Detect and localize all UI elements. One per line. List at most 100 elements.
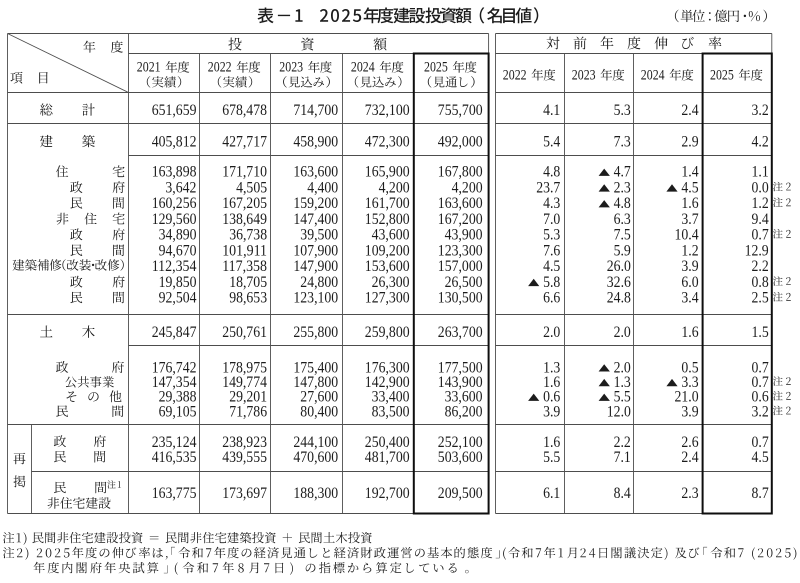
svg-text:651,659: 651,659 [152, 102, 197, 119]
svg-text:160,256: 160,256 [152, 195, 197, 212]
svg-text:2022: 2022 [208, 60, 232, 76]
svg-text:3.3: 3.3 [681, 374, 698, 391]
svg-text:3.9: 3.9 [543, 403, 560, 420]
svg-text:178,975: 178,975 [222, 359, 267, 376]
svg-text:4.8: 4.8 [543, 164, 560, 181]
svg-text:3.9: 3.9 [681, 403, 698, 420]
svg-text:32.6: 32.6 [607, 274, 631, 291]
svg-text:163,775: 163,775 [152, 485, 197, 502]
svg-text:0.7: 0.7 [752, 227, 769, 244]
svg-text:7.0: 7.0 [543, 211, 560, 228]
svg-text:9.4: 9.4 [752, 211, 769, 228]
svg-text:2025: 2025 [710, 67, 734, 83]
svg-text:5.4: 5.4 [543, 134, 560, 151]
svg-text:7.5: 7.5 [614, 227, 631, 244]
svg-text:86,200: 86,200 [445, 403, 483, 420]
svg-text:5.9: 5.9 [614, 242, 631, 259]
svg-text:192,700: 192,700 [365, 485, 410, 502]
svg-text:252,100: 252,100 [438, 434, 483, 451]
svg-text:255,800: 255,800 [293, 324, 338, 341]
svg-text:458,900: 458,900 [293, 134, 338, 151]
svg-text:26,500: 26,500 [445, 274, 483, 291]
svg-text:177,500: 177,500 [438, 359, 483, 376]
svg-text:107,900: 107,900 [293, 242, 338, 259]
svg-text:176,742: 176,742 [152, 359, 197, 376]
svg-text:2.2: 2.2 [614, 434, 631, 451]
svg-text:2025: 2025 [424, 60, 448, 76]
svg-text:4,505: 4,505 [236, 179, 267, 196]
svg-text:0.0: 0.0 [752, 179, 769, 196]
svg-text:117,358: 117,358 [222, 258, 267, 275]
svg-text:21.0: 21.0 [675, 389, 699, 406]
svg-text:39,500: 39,500 [300, 227, 338, 244]
svg-text:2.3: 2.3 [681, 485, 698, 502]
svg-text:147,800: 147,800 [293, 374, 338, 391]
svg-text:130,500: 130,500 [438, 290, 483, 307]
svg-text:6.3: 6.3 [614, 211, 631, 228]
svg-text:0.7: 0.7 [752, 359, 769, 376]
svg-text:4,200: 4,200 [379, 179, 410, 196]
svg-text:2.0: 2.0 [614, 324, 631, 341]
svg-text:1.5: 1.5 [752, 324, 769, 341]
svg-text:2.0: 2.0 [614, 359, 631, 376]
svg-text:3,642: 3,642 [165, 179, 196, 196]
svg-text:152,800: 152,800 [365, 211, 410, 228]
svg-text:7.3: 7.3 [614, 134, 631, 151]
svg-text:23.7: 23.7 [536, 179, 560, 196]
svg-text:4,200: 4,200 [452, 179, 483, 196]
svg-text:2.0: 2.0 [543, 324, 560, 341]
svg-text:5.5: 5.5 [614, 389, 631, 406]
svg-text:235,124: 235,124 [152, 434, 197, 451]
svg-text:33,400: 33,400 [372, 389, 410, 406]
svg-text:427,717: 427,717 [222, 134, 267, 151]
svg-text:4.3: 4.3 [543, 195, 560, 212]
svg-text:26.0: 26.0 [607, 258, 631, 275]
svg-text:98,653: 98,653 [229, 290, 267, 307]
svg-text:138,649: 138,649 [222, 211, 267, 228]
svg-text:2024: 2024 [351, 60, 375, 76]
svg-text:0.6: 0.6 [543, 389, 560, 406]
svg-text:0.5: 0.5 [681, 359, 698, 376]
svg-text:147,900: 147,900 [293, 258, 338, 275]
svg-text:2.2: 2.2 [752, 258, 769, 275]
svg-text:0.8: 0.8 [752, 274, 769, 291]
svg-text:27,600: 27,600 [300, 389, 338, 406]
svg-text:188,300: 188,300 [293, 485, 338, 502]
svg-text:101,911: 101,911 [222, 242, 267, 259]
svg-text:755,700: 755,700 [438, 102, 483, 119]
svg-text:250,400: 250,400 [365, 434, 410, 451]
svg-text:112,354: 112,354 [152, 258, 197, 275]
svg-text:26,300: 26,300 [372, 274, 410, 291]
svg-text:4.7: 4.7 [614, 164, 631, 181]
svg-text:161,700: 161,700 [365, 195, 410, 212]
svg-text:29,388: 29,388 [159, 389, 197, 406]
svg-text:69,105: 69,105 [159, 403, 197, 420]
svg-text:732,100: 732,100 [365, 102, 410, 119]
svg-text:163,600: 163,600 [293, 164, 338, 181]
svg-text:7.6: 7.6 [543, 242, 560, 259]
svg-text:29,201: 29,201 [229, 389, 267, 406]
svg-text:250,761: 250,761 [222, 324, 267, 341]
svg-text:1.6: 1.6 [681, 195, 698, 212]
svg-text:1.6: 1.6 [681, 324, 698, 341]
svg-text:24.8: 24.8 [607, 290, 631, 307]
svg-text:157,000: 157,000 [438, 258, 483, 275]
svg-text:10.4: 10.4 [675, 227, 699, 244]
svg-text:92,504: 92,504 [159, 290, 197, 307]
svg-text:2023: 2023 [572, 67, 596, 83]
svg-text:4.8: 4.8 [614, 195, 631, 212]
svg-text:171,710: 171,710 [222, 164, 267, 181]
svg-text:165,900: 165,900 [365, 164, 410, 181]
svg-text:2.9: 2.9 [681, 134, 698, 151]
svg-text:163,600: 163,600 [438, 195, 483, 212]
svg-text:2.5: 2.5 [752, 290, 769, 307]
svg-text:5.3: 5.3 [614, 102, 631, 119]
svg-text:2024: 2024 [641, 67, 665, 83]
svg-text:1.3: 1.3 [543, 359, 560, 376]
svg-text:176,300: 176,300 [365, 359, 410, 376]
svg-text:416,535: 416,535 [152, 449, 197, 466]
svg-text:43,900: 43,900 [445, 227, 483, 244]
svg-text:147,400: 147,400 [293, 211, 338, 228]
svg-text:1.6: 1.6 [543, 434, 560, 451]
svg-text:3.9: 3.9 [681, 258, 698, 275]
